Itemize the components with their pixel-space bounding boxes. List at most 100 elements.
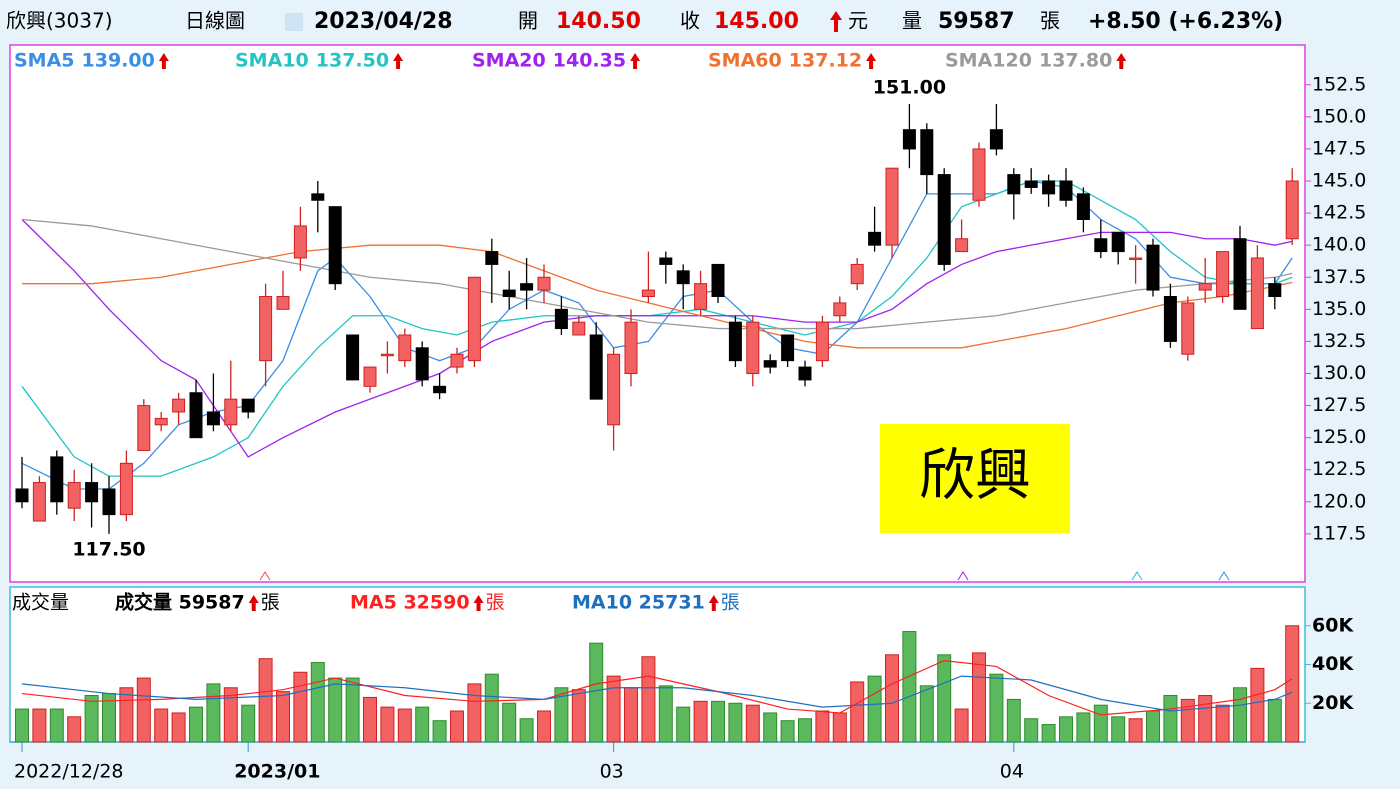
volume-bar bbox=[693, 700, 708, 743]
volume-bar bbox=[537, 710, 551, 743]
price-annotation: 151.00 bbox=[873, 77, 946, 99]
candle-body bbox=[868, 231, 882, 246]
candle-body bbox=[380, 353, 394, 357]
stamp: 欣興 bbox=[919, 444, 1031, 509]
candle-body bbox=[241, 398, 255, 413]
candle-body bbox=[955, 238, 969, 253]
candle-body bbox=[467, 276, 481, 362]
y-tick-label: 125.0 bbox=[1312, 426, 1366, 448]
legend-value: 137.80 bbox=[1039, 50, 1112, 72]
candle-body bbox=[102, 488, 116, 516]
volume-bar bbox=[885, 654, 899, 743]
volume-title: 成交量 bbox=[12, 592, 69, 614]
volume-bar bbox=[328, 677, 343, 743]
candle-body bbox=[972, 148, 986, 201]
legend-name: SMA60 bbox=[708, 50, 782, 72]
candle-body bbox=[537, 276, 551, 291]
volume-bar bbox=[954, 708, 969, 743]
volume-bar bbox=[415, 706, 430, 743]
date: 2023/04/28 bbox=[314, 9, 453, 34]
candle-body bbox=[1181, 302, 1195, 355]
volume-bar bbox=[745, 704, 760, 743]
candle-body bbox=[415, 347, 429, 381]
legend-value: 137.12 bbox=[789, 50, 862, 72]
legend-value: 137.50 bbox=[316, 50, 389, 72]
volume-bar bbox=[223, 687, 238, 743]
x-tick-label: 2022/12/28 bbox=[14, 761, 124, 783]
legend-name: SMA120 bbox=[945, 50, 1032, 72]
volume-bar bbox=[15, 708, 29, 743]
volume-tick-label: 20K bbox=[1312, 692, 1354, 714]
y-tick-label: 147.5 bbox=[1312, 137, 1366, 159]
dropdown[interactable] bbox=[285, 13, 303, 31]
price-panel bbox=[9, 44, 1306, 583]
candle-body bbox=[119, 462, 133, 516]
volume-bar bbox=[1093, 704, 1108, 743]
candle-body bbox=[276, 295, 290, 310]
legend-name: SMA20 bbox=[472, 50, 546, 72]
volume: 59587 bbox=[938, 9, 1015, 34]
volume-bar bbox=[676, 706, 691, 743]
volume-bar bbox=[571, 689, 586, 743]
candle-body bbox=[293, 225, 307, 259]
volume-bar bbox=[258, 658, 273, 743]
volume-bar bbox=[363, 696, 377, 743]
stock-name: 欣興(3037) bbox=[6, 9, 113, 33]
candle-body bbox=[502, 289, 516, 297]
up-arrow bbox=[158, 53, 169, 69]
volume-bar bbox=[798, 718, 812, 743]
volume-legend-unit: 張 bbox=[486, 592, 505, 614]
candle-body bbox=[154, 417, 168, 426]
header: 欣興(3037) 日線圖 2023/04/28 開 140.50 收 145.0… bbox=[6, 9, 1283, 35]
candle-body bbox=[450, 353, 464, 368]
candle-body bbox=[694, 283, 708, 310]
volume-bar bbox=[397, 708, 412, 743]
volume-bar bbox=[850, 681, 865, 743]
volume-bar bbox=[276, 691, 290, 743]
volume-bar bbox=[1198, 695, 1213, 743]
ma-line bbox=[21, 180, 1293, 490]
candle-body bbox=[1233, 238, 1247, 310]
volume-bar bbox=[1111, 716, 1126, 743]
up-arrow bbox=[248, 595, 259, 611]
y-tick-label: 140.0 bbox=[1312, 234, 1366, 256]
candle-body bbox=[1094, 238, 1108, 253]
volume-bar bbox=[972, 652, 986, 743]
volume-bar bbox=[154, 708, 169, 743]
candle-body bbox=[1111, 231, 1125, 253]
up-arrow bbox=[1116, 53, 1127, 69]
volume-bar bbox=[1163, 695, 1178, 743]
volume-legend-unit: 張 bbox=[721, 592, 740, 614]
volume-bar bbox=[554, 687, 569, 743]
candle-body bbox=[1146, 244, 1160, 291]
volume-bar bbox=[380, 706, 395, 743]
candle-body bbox=[224, 398, 238, 426]
y-tick-label: 137.5 bbox=[1312, 266, 1366, 288]
y-tick-label: 142.5 bbox=[1312, 202, 1366, 224]
volume-bar bbox=[432, 720, 447, 743]
candle-body bbox=[1129, 257, 1143, 261]
volume-bar bbox=[1267, 698, 1282, 743]
candle-body bbox=[815, 321, 829, 362]
volume-bar bbox=[119, 687, 134, 743]
volume-bar bbox=[937, 654, 952, 743]
volume-bar bbox=[84, 695, 99, 743]
candle-body bbox=[189, 392, 203, 439]
volume-bar bbox=[606, 675, 621, 743]
price-annotation: 117.50 bbox=[72, 538, 145, 560]
volume-bar bbox=[519, 718, 534, 743]
ma-line bbox=[21, 675, 1293, 712]
candle-body bbox=[85, 482, 99, 503]
open-label: 開 bbox=[518, 9, 538, 33]
candle-body bbox=[1007, 174, 1021, 195]
up-arrow bbox=[708, 595, 719, 611]
candle-body bbox=[485, 251, 499, 265]
volume-bar bbox=[345, 677, 360, 743]
candle-body bbox=[50, 456, 64, 503]
close: 145.00 bbox=[714, 9, 799, 34]
up-arrow bbox=[393, 53, 404, 69]
volume-bar bbox=[1128, 718, 1143, 743]
legend-name: SMA10 bbox=[235, 50, 309, 72]
candle-body bbox=[902, 129, 916, 150]
